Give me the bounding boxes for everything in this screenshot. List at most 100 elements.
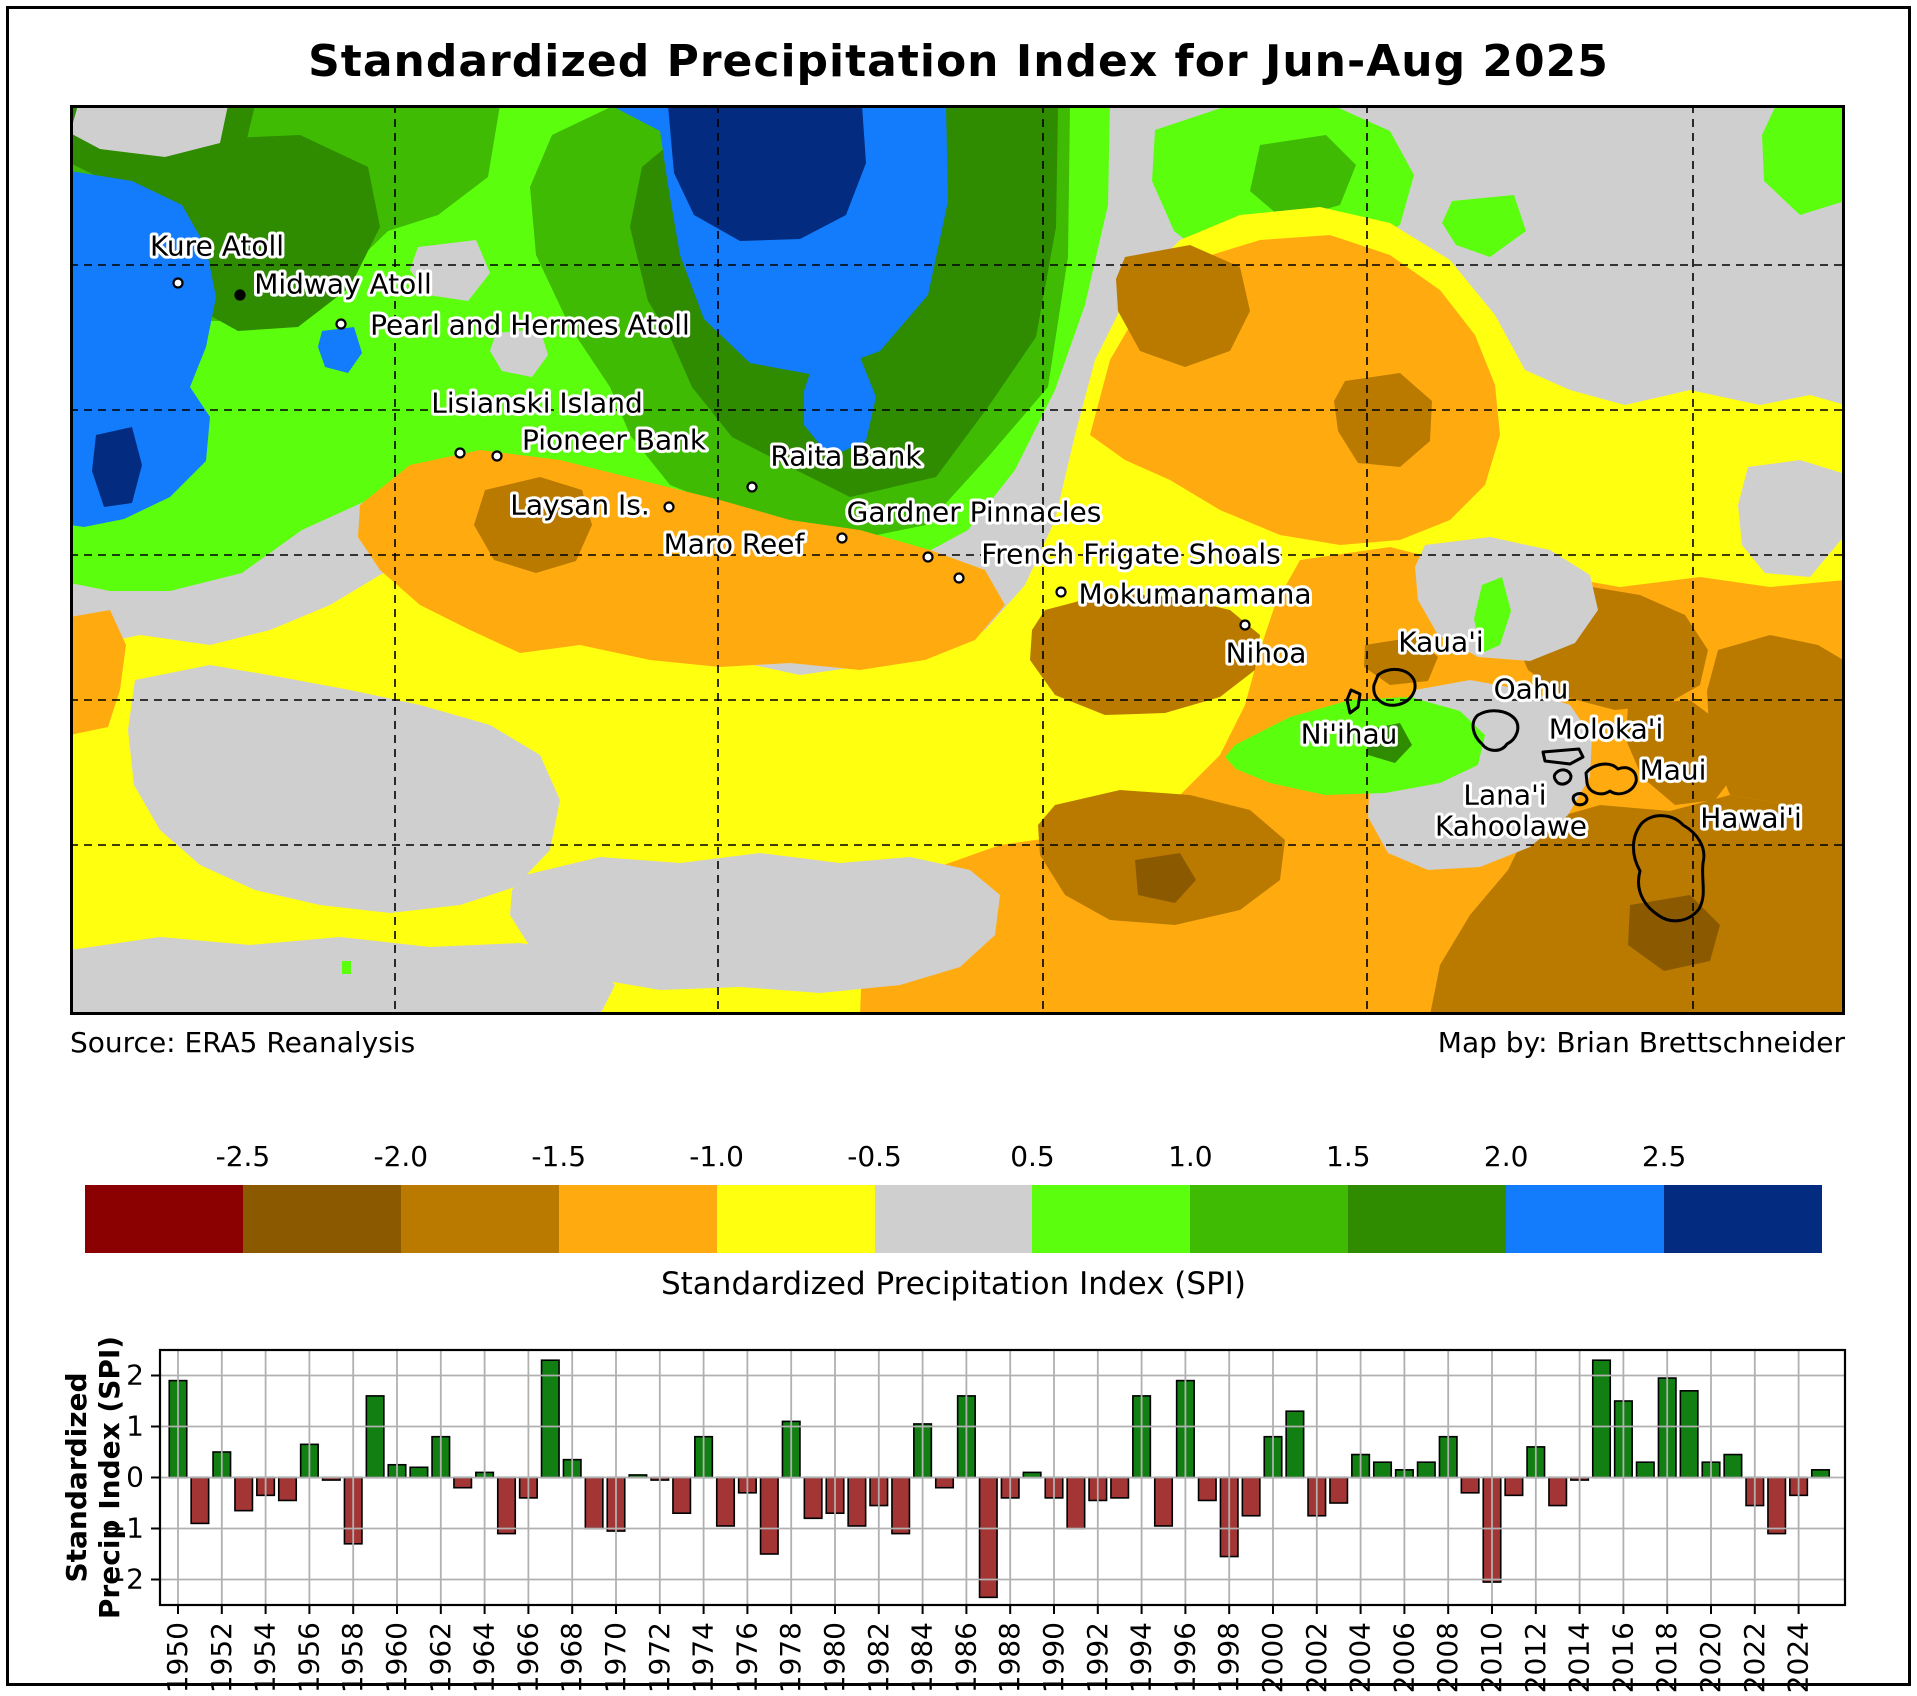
map-label-midway-atoll: Midway Atoll bbox=[254, 268, 432, 301]
x-tick-1980: 1980 bbox=[818, 1622, 851, 1692]
map-dot-lisianski-island bbox=[454, 447, 466, 459]
colorbar-tick-2.5: 2.5 bbox=[1641, 1140, 1687, 1173]
map-label-kure-atoll: Kure Atoll bbox=[150, 230, 284, 263]
bar-1983 bbox=[891, 1476, 911, 1535]
x-tick-1988: 1988 bbox=[993, 1622, 1026, 1692]
x-tick-1966: 1966 bbox=[511, 1622, 544, 1692]
colorbar-tick--2.0: -2.0 bbox=[373, 1140, 429, 1173]
map-dot-nihoa bbox=[1239, 619, 1251, 631]
x-tick-2002: 2002 bbox=[1300, 1622, 1333, 1692]
bar-1979 bbox=[803, 1476, 823, 1520]
x-tick-1952: 1952 bbox=[205, 1622, 238, 1692]
island-outline-lanai bbox=[1552, 768, 1573, 786]
island-outline-kauai bbox=[1372, 667, 1417, 707]
map-label-laysan-is: Laysan Is. bbox=[510, 489, 649, 522]
colorbar bbox=[85, 1185, 1822, 1253]
y-tick--1: −1 bbox=[103, 1512, 144, 1545]
bar-1975 bbox=[715, 1476, 736, 1527]
bar-2005 bbox=[1372, 1461, 1393, 1479]
map-dot-gardner-pinnacles bbox=[922, 551, 934, 563]
island-outline-maui bbox=[1584, 762, 1638, 796]
map-label-maui: Maui bbox=[1640, 754, 1707, 787]
colorbar-segment-3 bbox=[558, 1185, 717, 1253]
colorbar-tick-labels: -2.5 -2.0 -1.5 -1.0 -0.5 0.5 1.0 1.5 2.0 2.5 bbox=[85, 1140, 1822, 1176]
map-label-oahu: Oahu bbox=[1494, 673, 1569, 706]
y-axis-label-line-1: Standardized bbox=[60, 1372, 93, 1582]
x-tick-1950: 1950 bbox=[161, 1622, 194, 1692]
y-tick-1: 1 bbox=[126, 1410, 144, 1443]
map-label-gardner-pinnacles: Gardner Pinnacles bbox=[847, 496, 1102, 529]
colorbar-segment-0 bbox=[85, 1185, 243, 1253]
bar-1955 bbox=[277, 1476, 298, 1502]
map-label-hawai-i: Hawai'i bbox=[1700, 802, 1802, 835]
map-dot-midway-atoll bbox=[234, 289, 246, 301]
bar-1977 bbox=[759, 1476, 779, 1555]
colorbar-tick-2.0: 2.0 bbox=[1483, 1140, 1529, 1173]
colorbar-segment-10 bbox=[1664, 1185, 1822, 1253]
island-outline-molokai bbox=[1541, 747, 1585, 766]
colorbar-tick--1.0: -1.0 bbox=[689, 1140, 744, 1173]
map-label-pioneer-bank: Pioneer Bank bbox=[522, 424, 707, 457]
bar-2017 bbox=[1635, 1461, 1655, 1479]
map-label-kaua-i: Kaua'i bbox=[1398, 626, 1483, 659]
bar-2001 bbox=[1285, 1410, 1305, 1479]
x-tick-1978: 1978 bbox=[774, 1622, 807, 1692]
y-tick-0: 0 bbox=[126, 1461, 144, 1494]
x-tick-2016: 2016 bbox=[1606, 1622, 1639, 1692]
colorbar-tick-0.5: 0.5 bbox=[1010, 1140, 1055, 1173]
colorbar-segment-9 bbox=[1506, 1185, 1665, 1253]
bar-2023 bbox=[1767, 1476, 1787, 1535]
x-tick-1990: 1990 bbox=[1037, 1622, 1070, 1692]
y-tick--2: −2 bbox=[103, 1563, 144, 1596]
map-dot-laysan-is bbox=[663, 501, 675, 513]
colorbar-segment-5 bbox=[874, 1185, 1033, 1253]
bar-1969 bbox=[584, 1476, 604, 1530]
bar-2003 bbox=[1329, 1476, 1349, 1504]
x-tick-1982: 1982 bbox=[862, 1622, 895, 1692]
island-outline-oahu bbox=[1471, 709, 1520, 752]
map-label-raita-bank: Raita Bank bbox=[770, 440, 922, 473]
map-border bbox=[70, 105, 1845, 1015]
x-tick-1962: 1962 bbox=[424, 1622, 457, 1692]
colorbar-segment-7 bbox=[1190, 1185, 1349, 1253]
colorbar-segment-6 bbox=[1032, 1185, 1191, 1253]
x-tick-1998: 1998 bbox=[1212, 1622, 1245, 1692]
map-label-pearl-and-hermes-atoll: Pearl and Hermes Atoll bbox=[370, 309, 690, 342]
bar-1951 bbox=[190, 1476, 210, 1525]
bar-2011 bbox=[1504, 1476, 1524, 1497]
x-tick-1954: 1954 bbox=[249, 1622, 282, 1692]
map-dot-maro-reef bbox=[836, 532, 848, 544]
map-dot-pioneer-bank bbox=[491, 450, 503, 462]
map-dot-french-frigate-shoals bbox=[953, 572, 965, 584]
colorbar-segment-1 bbox=[242, 1185, 401, 1253]
bar-2025 bbox=[1810, 1469, 1831, 1479]
bar-1985 bbox=[934, 1476, 955, 1489]
x-tick-2018: 2018 bbox=[1650, 1622, 1683, 1692]
map-label-moloka-i: Moloka'i bbox=[1549, 713, 1664, 746]
x-tick-2020: 2020 bbox=[1694, 1622, 1727, 1692]
bar-1959 bbox=[365, 1395, 385, 1479]
map-label-maro-reef: Maro Reef bbox=[664, 528, 806, 561]
x-tick-1974: 1974 bbox=[687, 1622, 720, 1692]
bar-2007 bbox=[1416, 1461, 1436, 1479]
bar-2019 bbox=[1679, 1389, 1699, 1479]
colorbar-tick--2.5: -2.5 bbox=[215, 1140, 271, 1173]
map-dot-pearl-and-hermes-atoll bbox=[335, 318, 347, 330]
y-axis-label: Standardized Precip Index (SPI) bbox=[60, 1336, 126, 1619]
map-dot-raita-bank bbox=[746, 481, 758, 493]
spi-time-series: 2 1 0 −1 −2 1950 1952 1954 1956 1958 1960 1962 1964 1… bbox=[0, 1330, 1917, 1693]
map-place-labels: Kure Atoll Midway Atoll Pearl and Hermes A… bbox=[147, 227, 1805, 846]
map-label-french-frigate-shoals: French Frigate Shoals bbox=[981, 538, 1281, 571]
y-tick-2: 2 bbox=[126, 1359, 144, 1392]
bar-1981 bbox=[847, 1476, 867, 1527]
bar-2015 bbox=[1591, 1359, 1612, 1479]
colorbar-segment-2 bbox=[400, 1185, 559, 1253]
source-note: Source: ERA5 Reanalysis bbox=[70, 1026, 416, 1059]
island-outlines bbox=[1345, 667, 1706, 923]
x-tick-1972: 1972 bbox=[643, 1622, 676, 1692]
map-gridlines bbox=[70, 105, 1845, 1015]
figure-title: Standardized Precipitation Index for Jun… bbox=[308, 36, 1609, 87]
x-tick-1964: 1964 bbox=[468, 1622, 501, 1692]
bar-1973 bbox=[672, 1476, 692, 1515]
